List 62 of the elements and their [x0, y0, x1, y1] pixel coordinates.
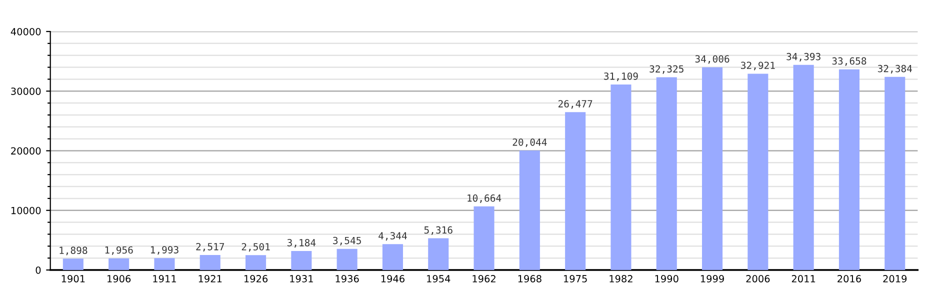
bar — [428, 238, 449, 270]
bar — [336, 248, 358, 270]
bar — [656, 77, 677, 270]
x-tick-label: 1926 — [244, 275, 268, 282]
x-tick-label: 1901 — [62, 275, 85, 282]
y-tick-label: 30000 — [11, 88, 41, 95]
x-tick-label: 1921 — [198, 275, 222, 282]
data-label: 34,006 — [695, 55, 730, 64]
data-label: 2,501 — [242, 243, 270, 252]
bar — [108, 258, 130, 270]
bar — [382, 244, 403, 270]
data-label: 32,325 — [650, 65, 684, 74]
data-label: 20,044 — [512, 138, 547, 148]
data-label: 1,956 — [105, 246, 133, 255]
x-tick-label: 1911 — [153, 275, 176, 282]
bar — [291, 251, 312, 270]
y-tick-label: 0 — [36, 266, 41, 274]
data-label: 1,993 — [151, 246, 178, 255]
bar — [748, 74, 768, 270]
y-tick-label: 20000 — [11, 147, 41, 155]
x-tick-label: 2011 — [792, 275, 816, 282]
bar — [246, 255, 266, 270]
y-tick-label: 40000 — [10, 28, 41, 36]
data-label: 32,384 — [878, 64, 912, 74]
x-tick-label: 2006 — [746, 275, 770, 282]
data-label: 26,477 — [558, 100, 592, 109]
x-tick-label: 1990 — [655, 275, 678, 282]
x-tick-label: 1936 — [336, 275, 359, 282]
bar — [565, 112, 586, 270]
data-label: 2,517 — [196, 242, 224, 252]
data-label: 33,658 — [832, 57, 866, 66]
bar — [200, 254, 220, 270]
bar — [884, 76, 906, 270]
bar — [838, 69, 860, 270]
bar — [62, 258, 84, 270]
x-tick-label: 1982 — [610, 275, 632, 282]
x-tick-label: 1946 — [381, 275, 404, 282]
data-label: 4,344 — [378, 232, 407, 241]
data-label: 5,316 — [424, 226, 452, 235]
data-label: 32,921 — [741, 62, 775, 70]
bar — [610, 84, 632, 270]
data-label: 1,898 — [60, 246, 88, 256]
data-label: 31,109 — [604, 72, 638, 82]
bar — [474, 206, 494, 270]
data-label: 34,393 — [786, 52, 820, 62]
x-tick-label: 2019 — [883, 275, 907, 282]
x-tick-label: 1999 — [700, 275, 724, 282]
data-label: 10,664 — [468, 194, 502, 203]
y-tick-label: 10000 — [11, 206, 41, 214]
bar — [154, 258, 175, 270]
x-tick-label: 1968 — [518, 275, 542, 282]
x-tick-label: 1954 — [427, 275, 450, 282]
data-label: 3,545 — [333, 236, 361, 246]
x-tick-label: 1906 — [108, 275, 131, 282]
x-tick-label: 1975 — [564, 275, 587, 282]
bar — [519, 150, 540, 270]
bar — [793, 64, 814, 270]
data-label: 3,184 — [287, 239, 316, 248]
x-tick-label: 1962 — [472, 275, 496, 282]
bar — [702, 67, 723, 270]
x-tick-label: 2016 — [838, 275, 861, 282]
x-tick-label: 1931 — [290, 275, 313, 282]
